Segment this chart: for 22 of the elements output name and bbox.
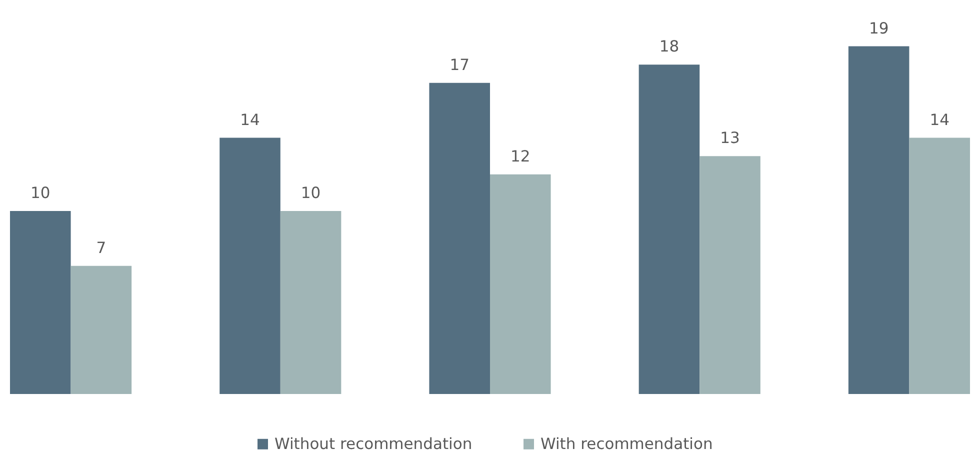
data-label: 13	[720, 129, 740, 148]
data-label: 14	[240, 110, 260, 129]
bar	[700, 156, 760, 394]
bar	[10, 211, 71, 394]
data-label: 19	[868, 19, 889, 38]
bar	[909, 138, 970, 394]
legend-label: With recommendation	[540, 435, 713, 454]
bar	[429, 82, 490, 394]
data-label: 17	[450, 56, 470, 74]
bar	[638, 64, 700, 394]
data-label: 10	[300, 184, 321, 202]
data-label: 14	[930, 110, 950, 129]
bar	[848, 46, 910, 394]
data-label: 12	[510, 147, 530, 166]
data-label: 7	[96, 238, 106, 257]
bar	[490, 174, 551, 394]
data-label: 10	[30, 184, 50, 202]
data-label: 18	[659, 38, 680, 56]
bar	[280, 211, 342, 394]
legend-label: Without recommendation	[274, 435, 472, 454]
bar	[220, 138, 280, 394]
bar	[70, 266, 132, 394]
